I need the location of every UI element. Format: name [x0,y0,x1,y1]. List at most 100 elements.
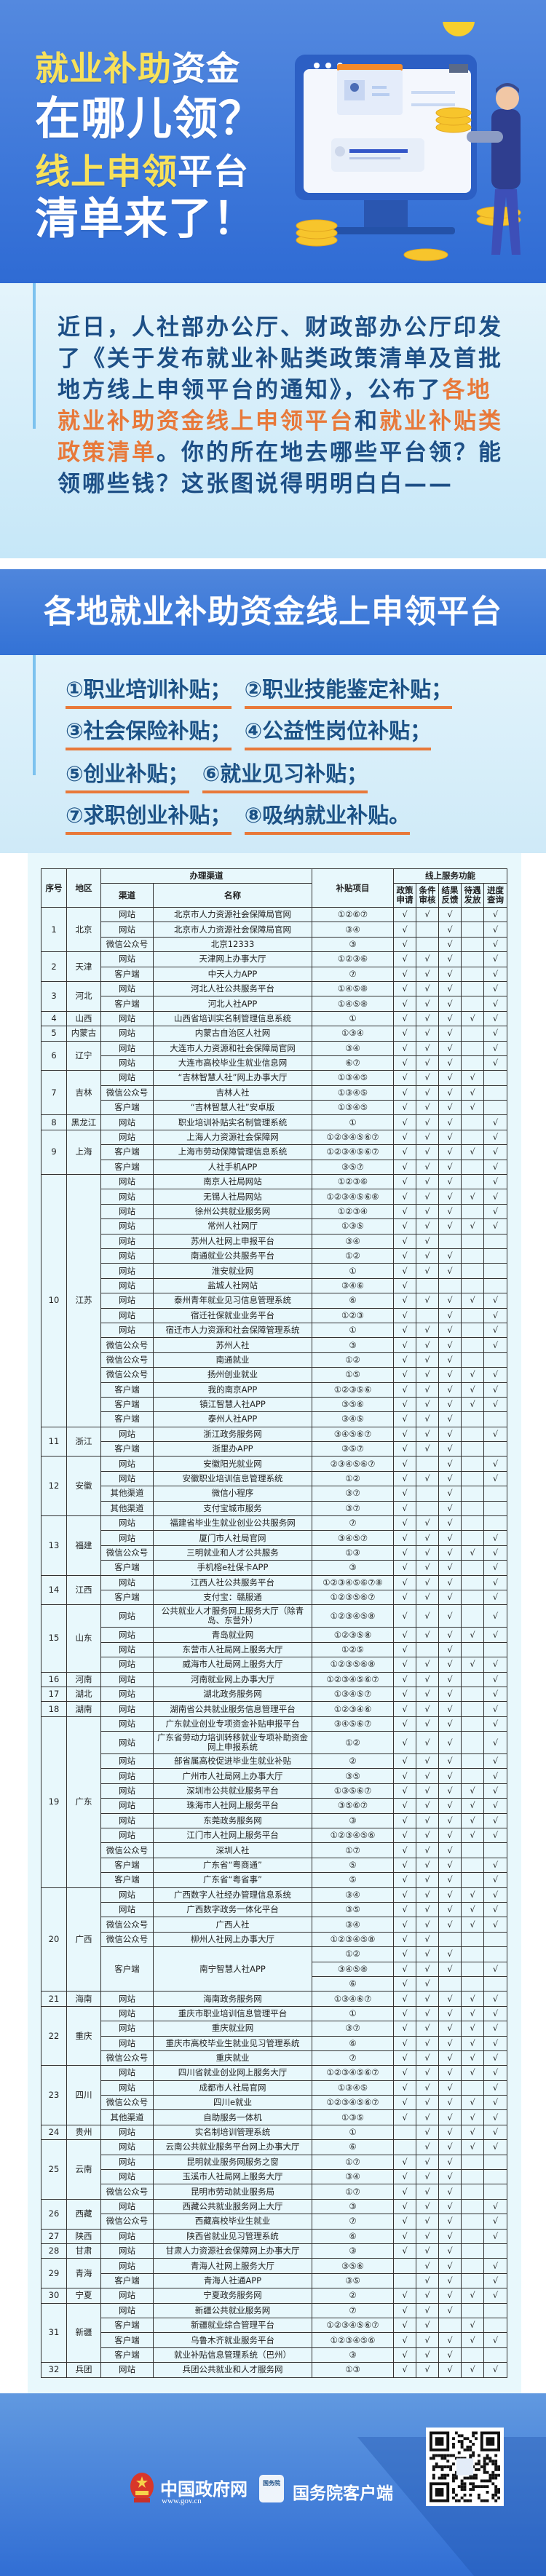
service-check-cell: √ [416,1203,439,1220]
check-mark: √ [447,1058,453,1069]
service-check-cell: √ [438,1470,462,1487]
service-check-cell: √ [393,1753,416,1769]
service-check-cell: √ [416,2080,439,2096]
row-platform-name: 职业培训补贴实名制管理系统 [153,1114,312,1130]
check-mark: √ [424,1117,430,1128]
service-check-cell: √ [438,1842,462,1858]
check-mark: √ [402,1993,408,2004]
check-mark: √ [447,2037,453,2048]
check-mark: √ [492,1532,499,1543]
service-check-cell: √ [438,1768,462,1784]
service-check-cell: √ [483,1426,507,1443]
service-check-cell: √ [483,2139,507,2155]
service-check-cell: √ [483,1657,507,1673]
row-channel: 网站 [100,1515,154,1531]
table-row: 18 湖南 网站 湖南省公共就业服务信息管理平台 ①②③④⑥ √ √ √ √ [41,1701,507,1717]
table-row: 11 浙江 网站 浙江政务服务网 ③④⑤⑥⑦ √ √ √ √ [41,1426,507,1457]
service-check-cell: √ [438,1026,462,1042]
check-mark: √ [402,2364,408,2375]
table-row: 3 河北 网站 河北人社公共服务平台 ①④⑤⑧ √ √ √ √ [41,980,507,1012]
service-check-cell [483,2317,507,2334]
row-region: 吉林 [66,1070,101,1116]
table-row: 2 天津 网站 天津网上办事大厅 ①②③⑥ √ √ √ √ [41,951,507,982]
accent-line [33,655,36,775]
service-check-cell [461,1114,484,1130]
service-check-cell [483,2169,507,2185]
row-channel: 网站 [100,1114,154,1130]
service-check-cell: √ [416,1731,439,1755]
service-check-cell: √ [483,1604,507,1628]
check-mark: √ [447,1518,453,1529]
service-check-cell: √ [416,2065,439,2081]
service-check-cell [461,1263,484,1279]
row-platform-name: 广州市人社局网上办事大厅 [153,1768,312,1784]
row-platform-name: 支付宝城市服务 [153,1500,312,1517]
service-check-cell [461,966,484,982]
service-check-cell: √ [416,1753,439,1769]
row-subsidy-items: ③④ [312,2169,394,2185]
check-mark: √ [402,1659,408,1670]
subsidy-item: ④公益性岗位补贴； [244,714,432,750]
row-seq: 1 [41,906,67,953]
service-check-cell: √ [438,1367,462,1383]
row-channel: 网站 [100,1768,154,1784]
row-subsidy-items: ⑤ [312,1872,394,1888]
service-check-cell: √ [393,936,416,953]
table-row: 网站 北京市人力资源社会保障局官网 ③④ √ √ √ [41,922,507,938]
service-check-cell: √ [393,1367,416,1383]
service-check-cell: √ [438,1716,462,1732]
service-check-cell: √ [416,2362,439,2378]
check-mark: √ [424,1673,430,1684]
service-check-cell: √ [438,1857,462,1874]
row-platform-name: 宁夏政务服务网 [153,2288,312,2304]
row-platform-name: 广西人社 [153,1917,312,1933]
service-check-cell: √ [438,1263,462,1279]
check-mark: √ [492,1012,499,1023]
check-mark: √ [402,1644,408,1654]
check-mark: √ [447,1610,453,1621]
service-check-cell: √ [438,1515,462,1531]
service-check-cell [483,1500,507,1517]
row-subsidy-items: ③⑤ [312,1901,394,1918]
table-row: 网站 盐城人社网站 ③④⑥ √ [41,1277,507,1294]
table-row: 25 云南 网站 云南公共就业服务平台网上办事大厅 ⑥ √ √ √ √ [41,2139,507,2200]
row-region: 北京 [66,906,101,953]
service-check-cell: √ [416,2184,439,2200]
table-row: 微信公众号 广西人社 ③④ √ √ √ √ √ [41,1917,507,1933]
service-check-cell: √ [483,966,507,982]
service-check-cell [461,1486,484,1502]
row-platform-name: 泰州人社APP [153,1411,312,1427]
row-platform-name: 河北人社公共服务平台 [153,980,312,997]
service-check-cell: √ [438,1604,462,1628]
row-seq: 27 [41,2228,67,2244]
row-subsidy-items: ③④⑥ [312,1277,394,1294]
service-check-cell: √ [438,1100,462,1116]
service-check-cell: √ [438,1574,462,1590]
service-check-cell: √ [483,1293,507,1309]
service-check-cell [461,951,484,967]
service-check-cell: √ [416,1070,439,1086]
row-platform-name: 东营市人社局网上服务大厅 [153,1641,312,1658]
service-check-cell: √ [393,1337,416,1353]
row-subsidy-items: ① [312,2005,394,2022]
service-check-cell: √ [416,1114,439,1130]
service-check-cell: √ [416,1768,439,1784]
row-platform-name: 手机榕e社保卡APP [153,1560,312,1576]
row-subsidy-items: ② [312,2288,394,2304]
row-channel: 网站 [100,1530,154,1546]
row-subsidy-items: ③⑦ [312,2021,394,2037]
service-check-cell: √ [461,2109,484,2125]
row-channel: 客户端 [100,1382,154,1398]
row-platform-name: 新疆就业综合管理平台 [153,2317,312,2334]
service-check-cell [483,2184,507,2200]
service-check-cell: √ [483,1189,507,1205]
service-check-cell [416,936,439,953]
service-check-cell: √ [438,1657,462,1673]
check-mark: √ [424,1547,430,1558]
check-mark: √ [402,1176,408,1187]
check-mark: √ [402,1473,408,1484]
row-subsidy-items: ③⑤ [312,1768,394,1784]
check-mark: √ [447,1042,453,1053]
service-check-cell: √ [393,1975,416,1992]
row-region: 新疆 [66,2302,101,2363]
